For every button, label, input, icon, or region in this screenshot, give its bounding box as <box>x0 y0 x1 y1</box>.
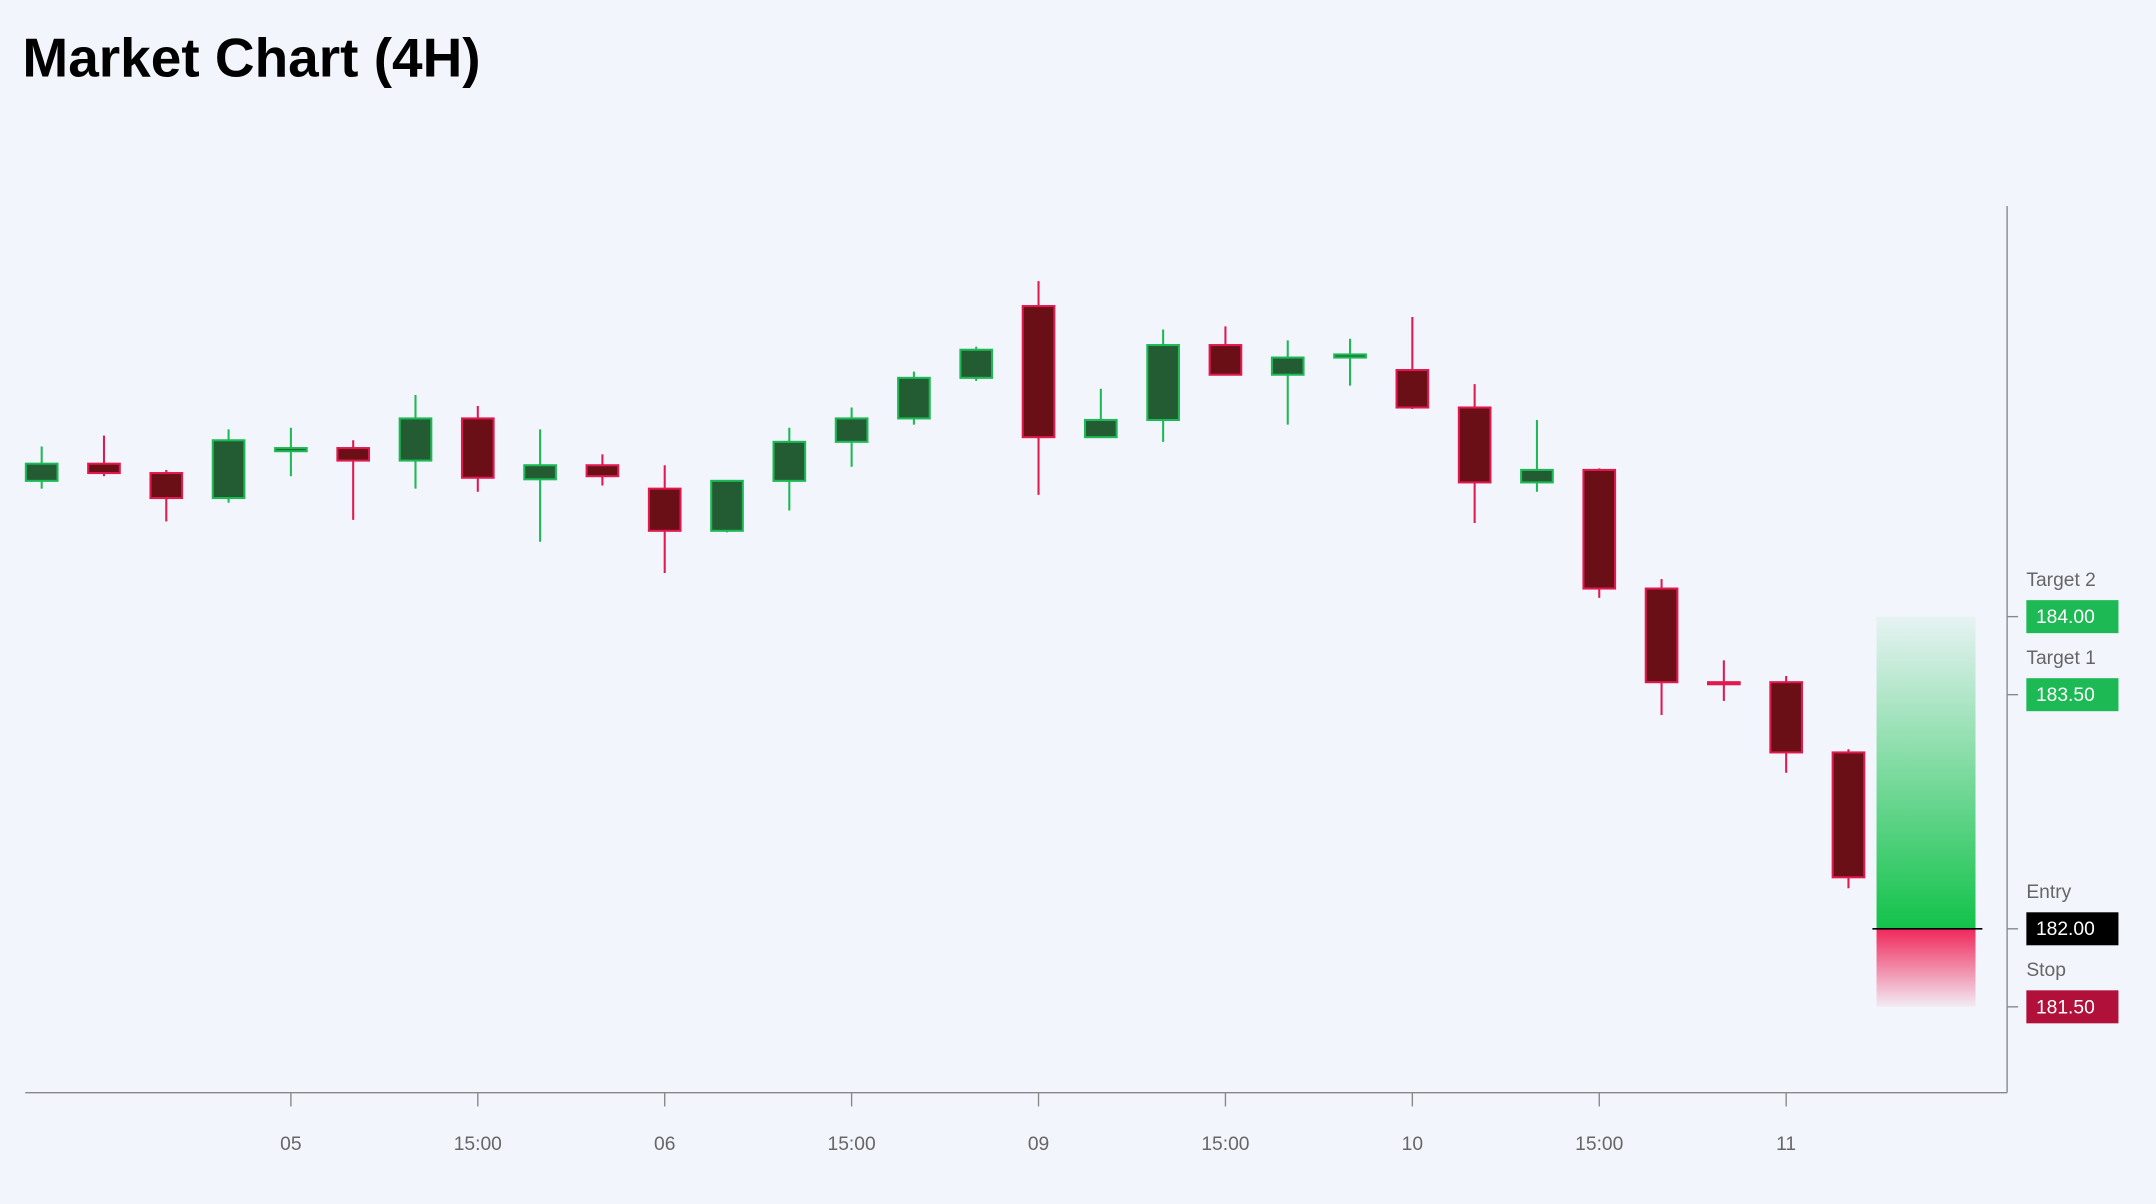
x-tick-label: 15:00 <box>454 1134 502 1155</box>
candle-body <box>336 447 371 462</box>
candle-body <box>1457 406 1492 484</box>
x-tick-label: 15:00 <box>828 1134 876 1155</box>
x-tick-label: 15:00 <box>1575 1134 1623 1155</box>
candle-body <box>897 376 931 420</box>
candle-body <box>647 487 682 532</box>
candle-body <box>1831 751 1866 879</box>
candle-body <box>274 447 308 453</box>
candle-body <box>398 417 433 462</box>
x-tick-label: 11 <box>1776 1134 1796 1155</box>
level-label: 182.00 <box>2036 919 2095 940</box>
candle-body <box>710 479 744 532</box>
x-tick-label: 09 <box>1028 1134 1049 1155</box>
level-badge <box>2026 990 2119 1024</box>
x-tick-label: 06 <box>654 1134 675 1155</box>
candle-body <box>585 464 620 478</box>
candle-body <box>523 464 557 481</box>
candle-body <box>460 417 495 479</box>
candle-body <box>1146 344 1180 422</box>
candle-body <box>1083 418 1118 439</box>
level-badge <box>2026 912 2119 946</box>
level-label: 183.50 <box>2036 685 2095 706</box>
level-name: Target 1 <box>2026 648 2096 669</box>
level-name: Entry <box>2026 882 2071 903</box>
level-badge <box>2026 600 2119 634</box>
candle-body <box>1021 305 1056 439</box>
candle-body <box>1395 369 1430 409</box>
candle-body <box>834 417 869 443</box>
candle-body <box>1707 681 1741 686</box>
chart-title: Market Chart (4H) <box>22 26 480 88</box>
candle-body <box>1208 344 1243 376</box>
candle-body <box>211 439 246 500</box>
candle-body <box>1520 468 1554 484</box>
level-badge <box>2026 678 2119 712</box>
candle-body <box>959 348 994 379</box>
level-name: Stop <box>2026 960 2066 981</box>
level-name: Target 2 <box>2026 570 2096 591</box>
x-tick-label: 10 <box>1402 1134 1423 1155</box>
candle-body <box>149 472 184 500</box>
candle-body <box>1769 681 1803 754</box>
level-label: 181.50 <box>2036 997 2095 1018</box>
loss-zone <box>1876 928 1976 1007</box>
candle-body <box>1582 468 1617 590</box>
x-tick-label: 15:00 <box>1201 1134 1249 1155</box>
candle-body <box>24 462 59 482</box>
candle-body <box>772 440 807 482</box>
x-tick-label: 05 <box>280 1134 301 1155</box>
candle-body <box>87 462 121 475</box>
candle-body <box>1333 353 1367 359</box>
candle-body <box>1270 356 1305 376</box>
candle-body <box>1644 587 1679 684</box>
level-label: 184.00 <box>2036 607 2095 628</box>
profit-zone <box>1876 616 1976 929</box>
